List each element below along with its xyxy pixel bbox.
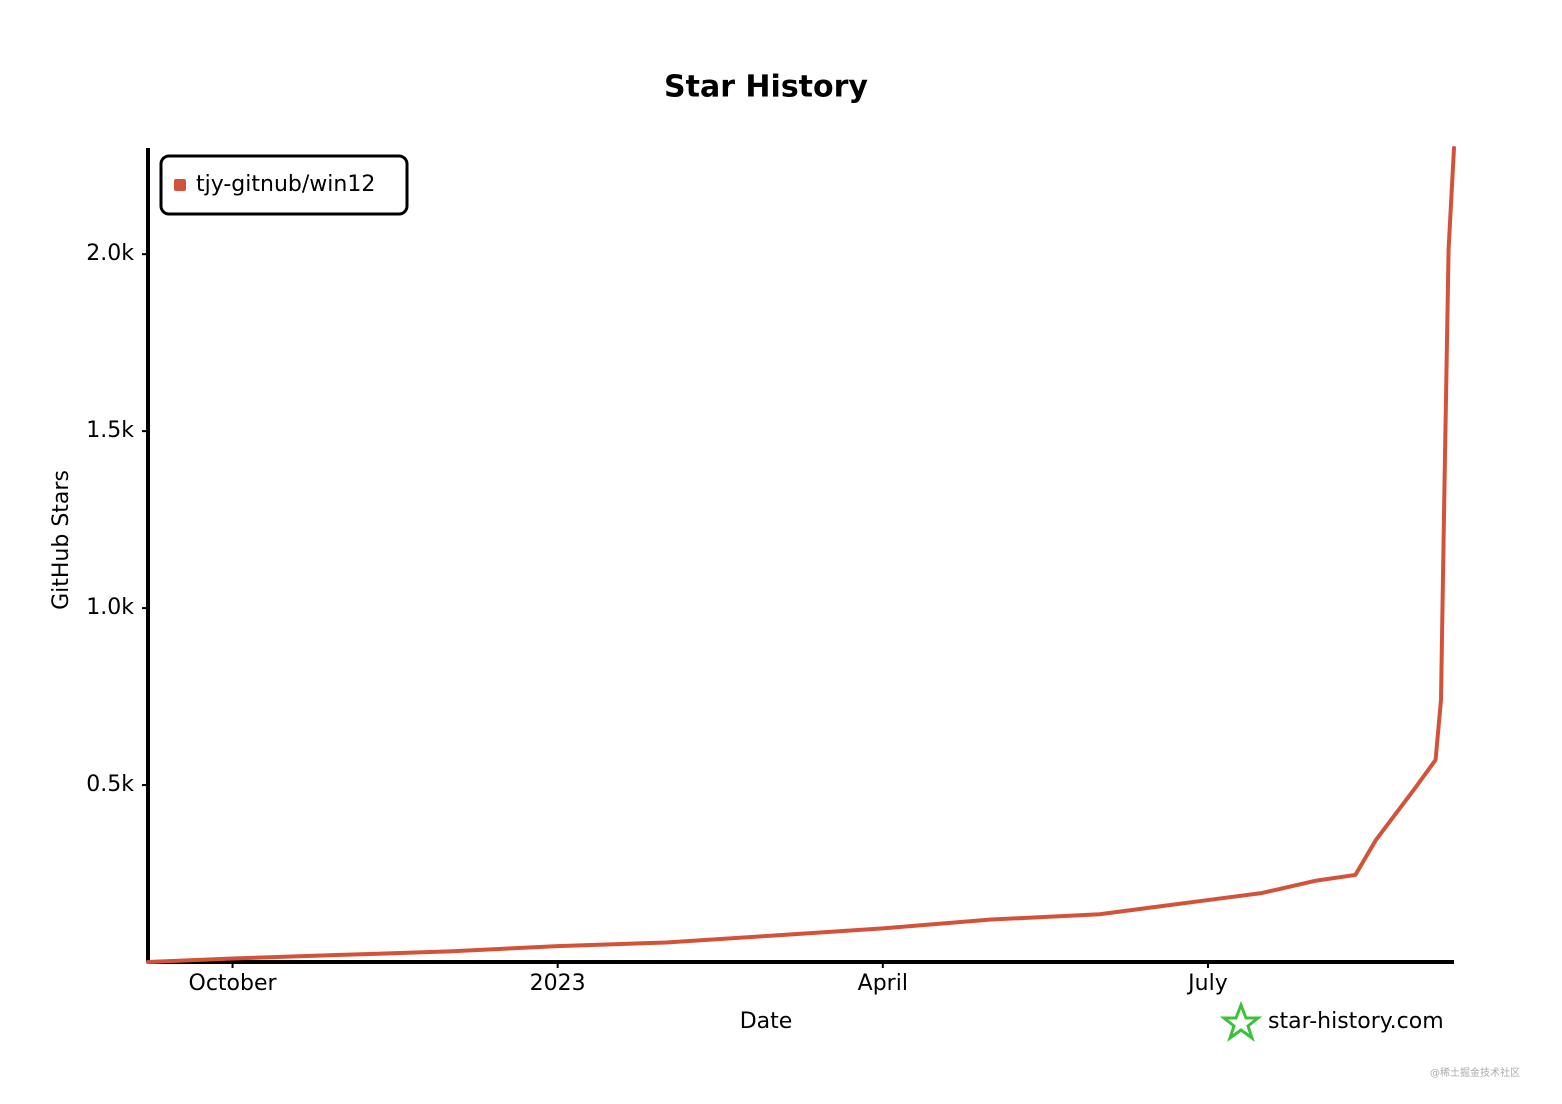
y-tick-label: 0.5k (86, 772, 134, 797)
y-tick-label: 1.5k (86, 418, 134, 443)
y-axis-label: GitHub Stars (49, 470, 74, 610)
y-tick-label: 2.0k (86, 241, 134, 266)
legend-box (159, 154, 409, 216)
x-tick-label: April (858, 971, 908, 996)
x-axis-label: Date (740, 1009, 793, 1034)
legend-swatch (174, 179, 186, 191)
x-tick-label: October (189, 971, 278, 996)
x-tick-label: 2023 (530, 971, 586, 996)
legend-label: tjy-gitnub/win12 (196, 172, 375, 197)
watermark: star-history.com (1268, 1009, 1444, 1034)
x-tick-label: July (1186, 971, 1228, 996)
chart-title: Star History (664, 70, 868, 105)
credit: @稀土掘金技术社区 (1430, 1066, 1520, 1079)
series-line (146, 146, 1456, 964)
y-tick-label: 1.0k (86, 595, 134, 620)
watermark-icon (1219, 1000, 1263, 1042)
